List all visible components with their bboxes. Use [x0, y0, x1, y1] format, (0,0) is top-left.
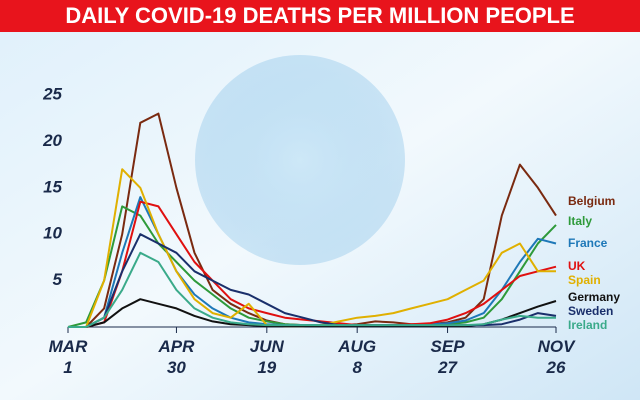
y-tick-label: 25	[42, 84, 62, 103]
y-tick-label: 5	[53, 270, 63, 289]
virus-image	[195, 55, 405, 265]
y-tick-label: 20	[42, 131, 62, 150]
y-tick-label: 15	[43, 177, 62, 196]
y-tick-label: 10	[43, 224, 62, 243]
chart-title: DAILY COVID-19 DEATHS PER MILLION PEOPLE	[65, 3, 574, 28]
x-tick-label: JUN 19	[250, 337, 285, 377]
x-tick-label: APR 30	[157, 337, 195, 377]
legend-label: Ireland	[568, 318, 607, 332]
x-tick-label: NOV 26	[538, 337, 577, 377]
title-banner	[0, 0, 640, 32]
series-line	[68, 251, 556, 328]
x-tick-label: MAR 1	[49, 337, 88, 377]
x-tick-label: SEP 27	[431, 337, 466, 377]
legend-label: UK	[568, 259, 586, 273]
legend-label: Germany	[568, 290, 620, 304]
x-tick-label: AUG 8	[337, 337, 376, 377]
legend-label: Sweden	[568, 304, 613, 318]
legend-label: Italy	[568, 214, 592, 228]
legend-label: Belgium	[568, 194, 615, 208]
legend-label: Spain	[568, 273, 601, 287]
legend-label: France	[568, 236, 608, 250]
